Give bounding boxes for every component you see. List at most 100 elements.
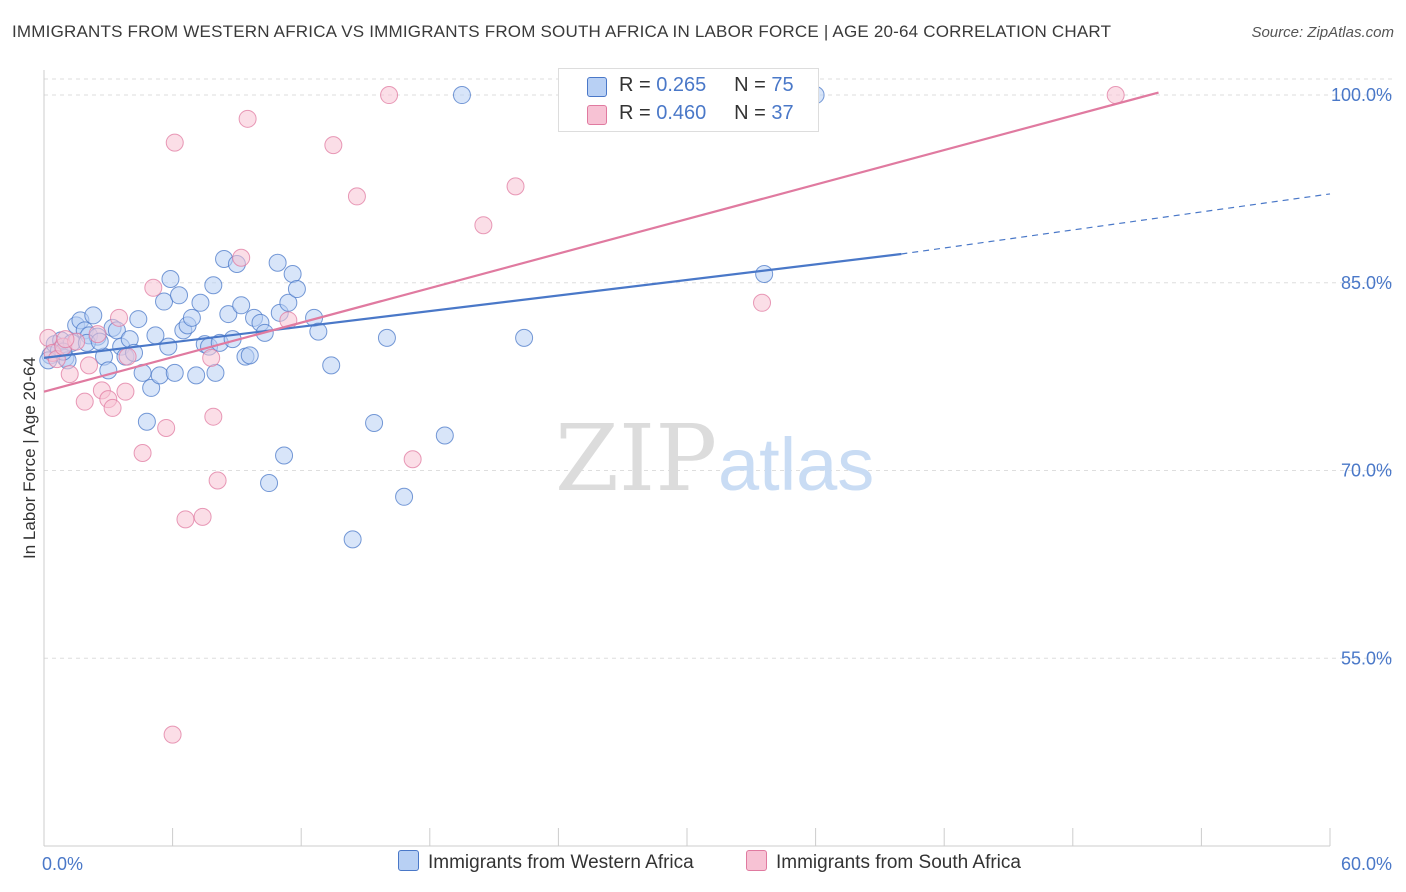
- point-south-africa: [1106, 86, 1125, 105]
- point-western-africa: [155, 292, 174, 311]
- point-south-africa: [474, 216, 493, 235]
- point-south-africa: [380, 86, 399, 105]
- point-south-africa: [193, 507, 212, 526]
- point-western-africa: [755, 265, 774, 284]
- point-western-africa: [165, 363, 184, 382]
- legend-n-label: N =: [734, 102, 766, 124]
- point-south-africa: [110, 308, 129, 327]
- point-western-africa: [206, 363, 225, 382]
- point-western-africa: [322, 356, 341, 375]
- legend-r-value: 0.460: [656, 102, 707, 124]
- legend-r-label: R =: [619, 74, 651, 96]
- point-south-africa: [163, 725, 182, 744]
- y-tick-label: 100.0%: [1331, 85, 1392, 105]
- point-south-africa: [324, 136, 343, 155]
- point-south-africa: [103, 398, 122, 417]
- point-south-africa: [176, 510, 195, 529]
- point-south-africa: [60, 365, 79, 384]
- point-south-africa: [39, 328, 58, 347]
- point-south-africa: [133, 443, 152, 462]
- legend-row-south-africa: R = 0.460 N = 37: [559, 102, 818, 126]
- point-south-africa: [753, 293, 772, 312]
- point-western-africa: [84, 306, 103, 325]
- legend-row-western-africa: R = 0.265 N = 75: [559, 74, 818, 98]
- legend-n-value: 75: [771, 74, 794, 96]
- point-western-africa: [219, 305, 238, 324]
- y-tick-label: 85.0%: [1341, 273, 1392, 293]
- y-tick-label: 55.0%: [1341, 648, 1392, 668]
- point-south-africa: [347, 187, 366, 206]
- legend-swatch-blue: [587, 77, 607, 97]
- point-south-africa: [116, 382, 135, 401]
- point-western-africa: [204, 276, 223, 295]
- source-label: Source: ZipAtlas.com: [1251, 24, 1394, 41]
- point-south-africa: [80, 356, 99, 375]
- point-western-africa: [137, 412, 156, 431]
- tick-labels: 55.0% 70.0% 85.0% 100.0% 0.0% 60.0%: [42, 85, 1392, 874]
- point-south-africa: [202, 348, 221, 367]
- point-south-africa: [157, 418, 176, 437]
- point-western-africa: [275, 446, 294, 465]
- point-western-africa: [182, 308, 201, 327]
- y-axis-label: In Labor Force | Age 20-64: [20, 357, 39, 559]
- point-western-africa: [232, 296, 251, 315]
- point-western-africa: [129, 310, 148, 329]
- point-western-africa: [515, 328, 534, 347]
- trend-line-western-africa: [43, 252, 902, 359]
- point-western-africa: [377, 328, 396, 347]
- watermark-atlas: atlas: [718, 423, 874, 506]
- point-south-africa: [232, 248, 251, 267]
- point-western-africa: [240, 346, 259, 365]
- point-western-africa: [365, 413, 384, 432]
- point-western-africa: [268, 253, 287, 272]
- legend-swatch-pink: [587, 105, 607, 125]
- point-south-africa: [88, 325, 107, 344]
- axes: [43, 70, 1331, 847]
- point-western-africa: [191, 293, 210, 312]
- watermark-zip: ZIP: [555, 405, 717, 512]
- point-western-africa: [159, 337, 178, 356]
- point-western-africa: [142, 378, 161, 397]
- legend-r-value: 0.265: [656, 74, 707, 96]
- point-western-africa: [150, 366, 169, 385]
- legend-n-label: N =: [734, 74, 766, 96]
- watermark: ZIP atlas: [555, 405, 874, 512]
- point-south-africa: [403, 450, 422, 469]
- point-south-africa: [208, 471, 227, 490]
- point-western-africa: [435, 426, 454, 445]
- trend-lines: [43, 91, 1331, 393]
- x-tick-label-max: 60.0%: [1341, 854, 1392, 874]
- trend-extension-western-africa: [901, 193, 1331, 255]
- point-western-africa: [279, 293, 298, 312]
- legend-swatch-blue: [398, 850, 419, 871]
- point-south-africa: [165, 133, 184, 152]
- point-western-africa: [170, 286, 189, 305]
- legend-swatch-pink: [746, 850, 767, 871]
- legend-r-label: R =: [619, 102, 651, 124]
- point-western-africa: [283, 265, 302, 284]
- grid: [44, 78, 1392, 659]
- legend-item-western-africa: Immigrants from Western Africa: [398, 850, 694, 874]
- point-western-africa: [343, 530, 362, 549]
- point-western-africa: [260, 474, 279, 493]
- series-south-africa-points: [39, 86, 1125, 744]
- point-western-africa: [187, 366, 206, 385]
- point-south-africa: [75, 392, 94, 411]
- legend-n-value: 37: [771, 102, 794, 124]
- legend-item-south-africa: Immigrants from South Africa: [746, 850, 1021, 874]
- legend-label-western-africa: Immigrants from Western Africa: [428, 852, 694, 873]
- point-south-africa: [118, 347, 137, 366]
- point-western-africa: [452, 86, 471, 105]
- point-south-africa: [506, 177, 525, 196]
- trend-line-south-africa: [43, 91, 1159, 393]
- point-western-africa: [395, 487, 414, 506]
- legend-label-south-africa: Immigrants from South Africa: [776, 852, 1021, 873]
- point-western-africa: [161, 270, 180, 289]
- point-western-africa: [287, 280, 306, 299]
- point-western-africa: [309, 322, 328, 341]
- y-tick-label: 70.0%: [1341, 461, 1392, 481]
- series-legend: Immigrants from Western Africa Immigrant…: [0, 850, 1406, 880]
- point-south-africa: [144, 278, 163, 297]
- point-south-africa: [56, 330, 75, 349]
